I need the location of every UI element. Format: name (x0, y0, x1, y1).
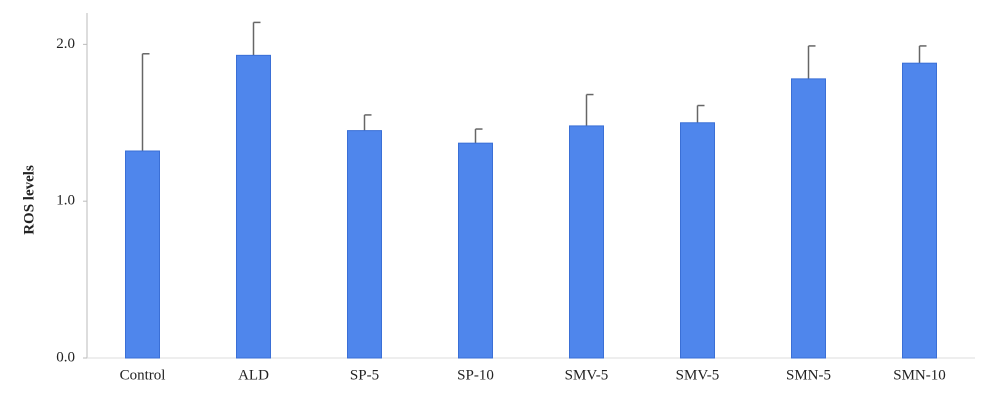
bar (680, 122, 715, 359)
x-tick-label: SMV-5 (676, 367, 720, 383)
y-axis-label: ROS levels (21, 165, 37, 235)
y-tick-label: 0.0 (56, 349, 75, 365)
bar (458, 142, 493, 359)
x-tick-label: ALD (238, 367, 269, 383)
bar (569, 125, 604, 359)
bar (236, 54, 271, 359)
x-tick-label: SMN-10 (893, 367, 946, 383)
x-tick-label: SP-5 (350, 367, 379, 383)
bar (791, 78, 826, 359)
x-tick-label: SP-10 (457, 367, 494, 383)
bar (347, 130, 382, 359)
x-tick-label: Control (120, 367, 166, 383)
x-tick-label: SMN-5 (786, 367, 831, 383)
x-tick-label: SMV-5 (565, 367, 609, 383)
y-tick-label: 2.0 (56, 36, 75, 52)
bar (902, 62, 937, 359)
y-tick-label: 1.0 (56, 193, 75, 209)
bar (125, 150, 160, 359)
